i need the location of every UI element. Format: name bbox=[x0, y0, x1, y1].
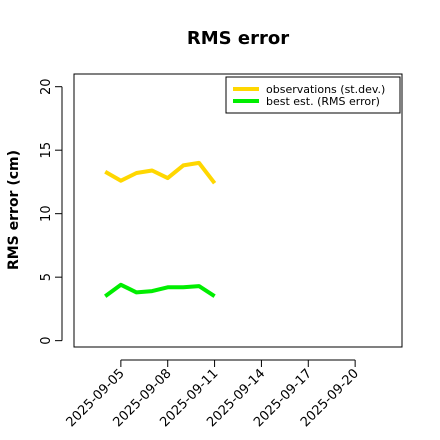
y-tick-label: 5 bbox=[39, 273, 54, 281]
legend-label-1: best est. (RMS error) bbox=[266, 95, 380, 108]
legend-label-0: observations (st.dev.) bbox=[266, 83, 385, 96]
y-tick-label: 0 bbox=[39, 337, 54, 345]
series-line-0 bbox=[104, 160, 217, 185]
y-tick-label: 10 bbox=[39, 205, 54, 222]
y-axis-label: RMS error (cm) bbox=[6, 150, 22, 270]
plot-frame bbox=[73, 73, 403, 348]
chart-title: RMS error bbox=[187, 28, 289, 49]
y-tick-label: 20 bbox=[39, 78, 54, 95]
y-tick-label: 15 bbox=[39, 142, 54, 159]
series-line-1 bbox=[104, 282, 216, 298]
legend-box bbox=[225, 76, 401, 114]
legend: observations (st.dev.)best est. (RMS err… bbox=[225, 76, 401, 114]
